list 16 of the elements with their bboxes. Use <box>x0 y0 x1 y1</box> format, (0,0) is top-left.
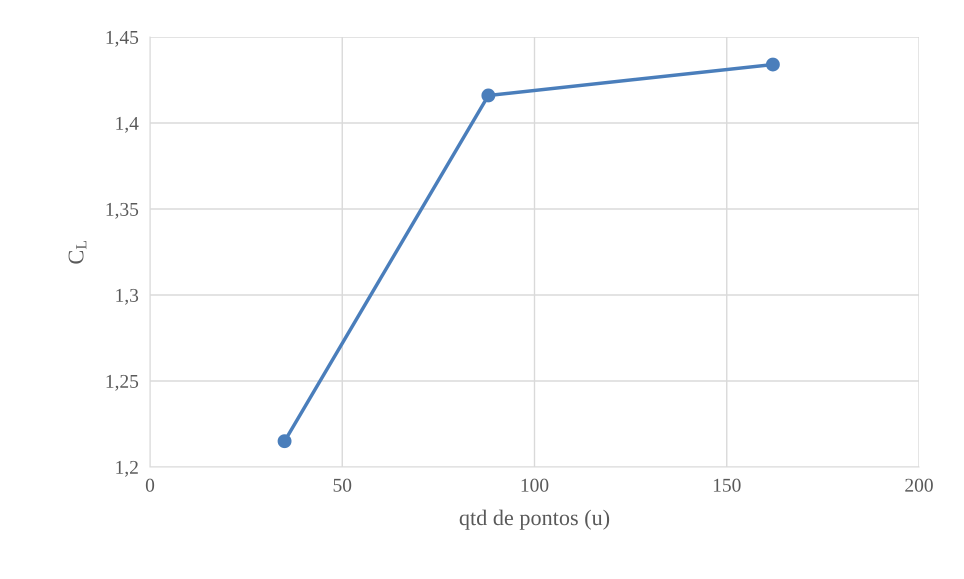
y-tick-label: 1,25 <box>106 374 138 391</box>
x-tick-label: 50 <box>334 478 352 492</box>
point <box>481 88 496 102</box>
point <box>766 58 780 72</box>
x-tick-label: 0 <box>146 478 154 492</box>
x-axis-title: qtd de pontos (u) <box>460 510 610 530</box>
point <box>278 434 292 448</box>
y-tick-label: 1,2 <box>116 460 138 477</box>
y-tick-label: 1,45 <box>106 30 138 47</box>
y-axis-title: C$_{L}$ <box>68 240 86 264</box>
y-tick-label: 1,4 <box>116 116 139 133</box>
x-tick-label: 200 <box>905 478 933 492</box>
y-tick-label: 1,3 <box>116 288 138 305</box>
y-tick-label: 1,35 <box>106 202 138 219</box>
x-tick-label: 150 <box>714 478 741 492</box>
x-tick-label: 100 <box>522 478 548 492</box>
